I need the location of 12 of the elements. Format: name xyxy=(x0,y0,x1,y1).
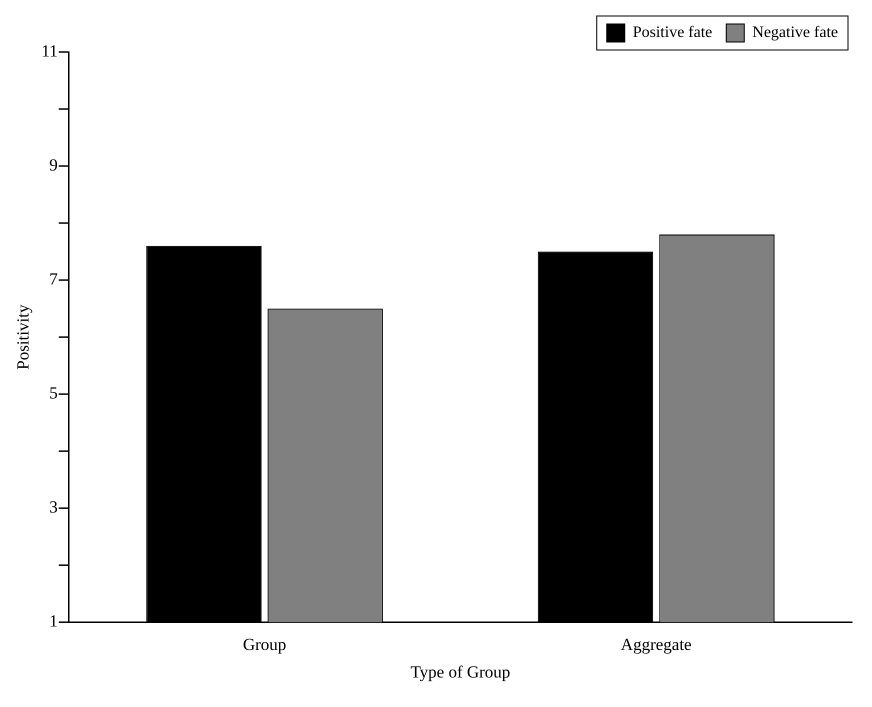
x-axis-title: Type of Group xyxy=(410,662,510,682)
y-tick-label: 9 xyxy=(49,156,58,175)
y-tick-label: 7 xyxy=(49,270,58,289)
legend-label: Positive fate xyxy=(632,24,712,42)
y-axis-title: Positivity xyxy=(14,304,33,370)
y-tick-label: 5 xyxy=(49,384,58,403)
y-tick-label: 11 xyxy=(41,41,58,60)
y-tick-label: 1 xyxy=(49,612,58,631)
x-tick-label: Group xyxy=(242,634,286,654)
y-tick-label: 3 xyxy=(49,498,58,517)
x-tick-label: Aggregate xyxy=(620,634,692,654)
legend-label: Negative fate xyxy=(752,24,838,42)
